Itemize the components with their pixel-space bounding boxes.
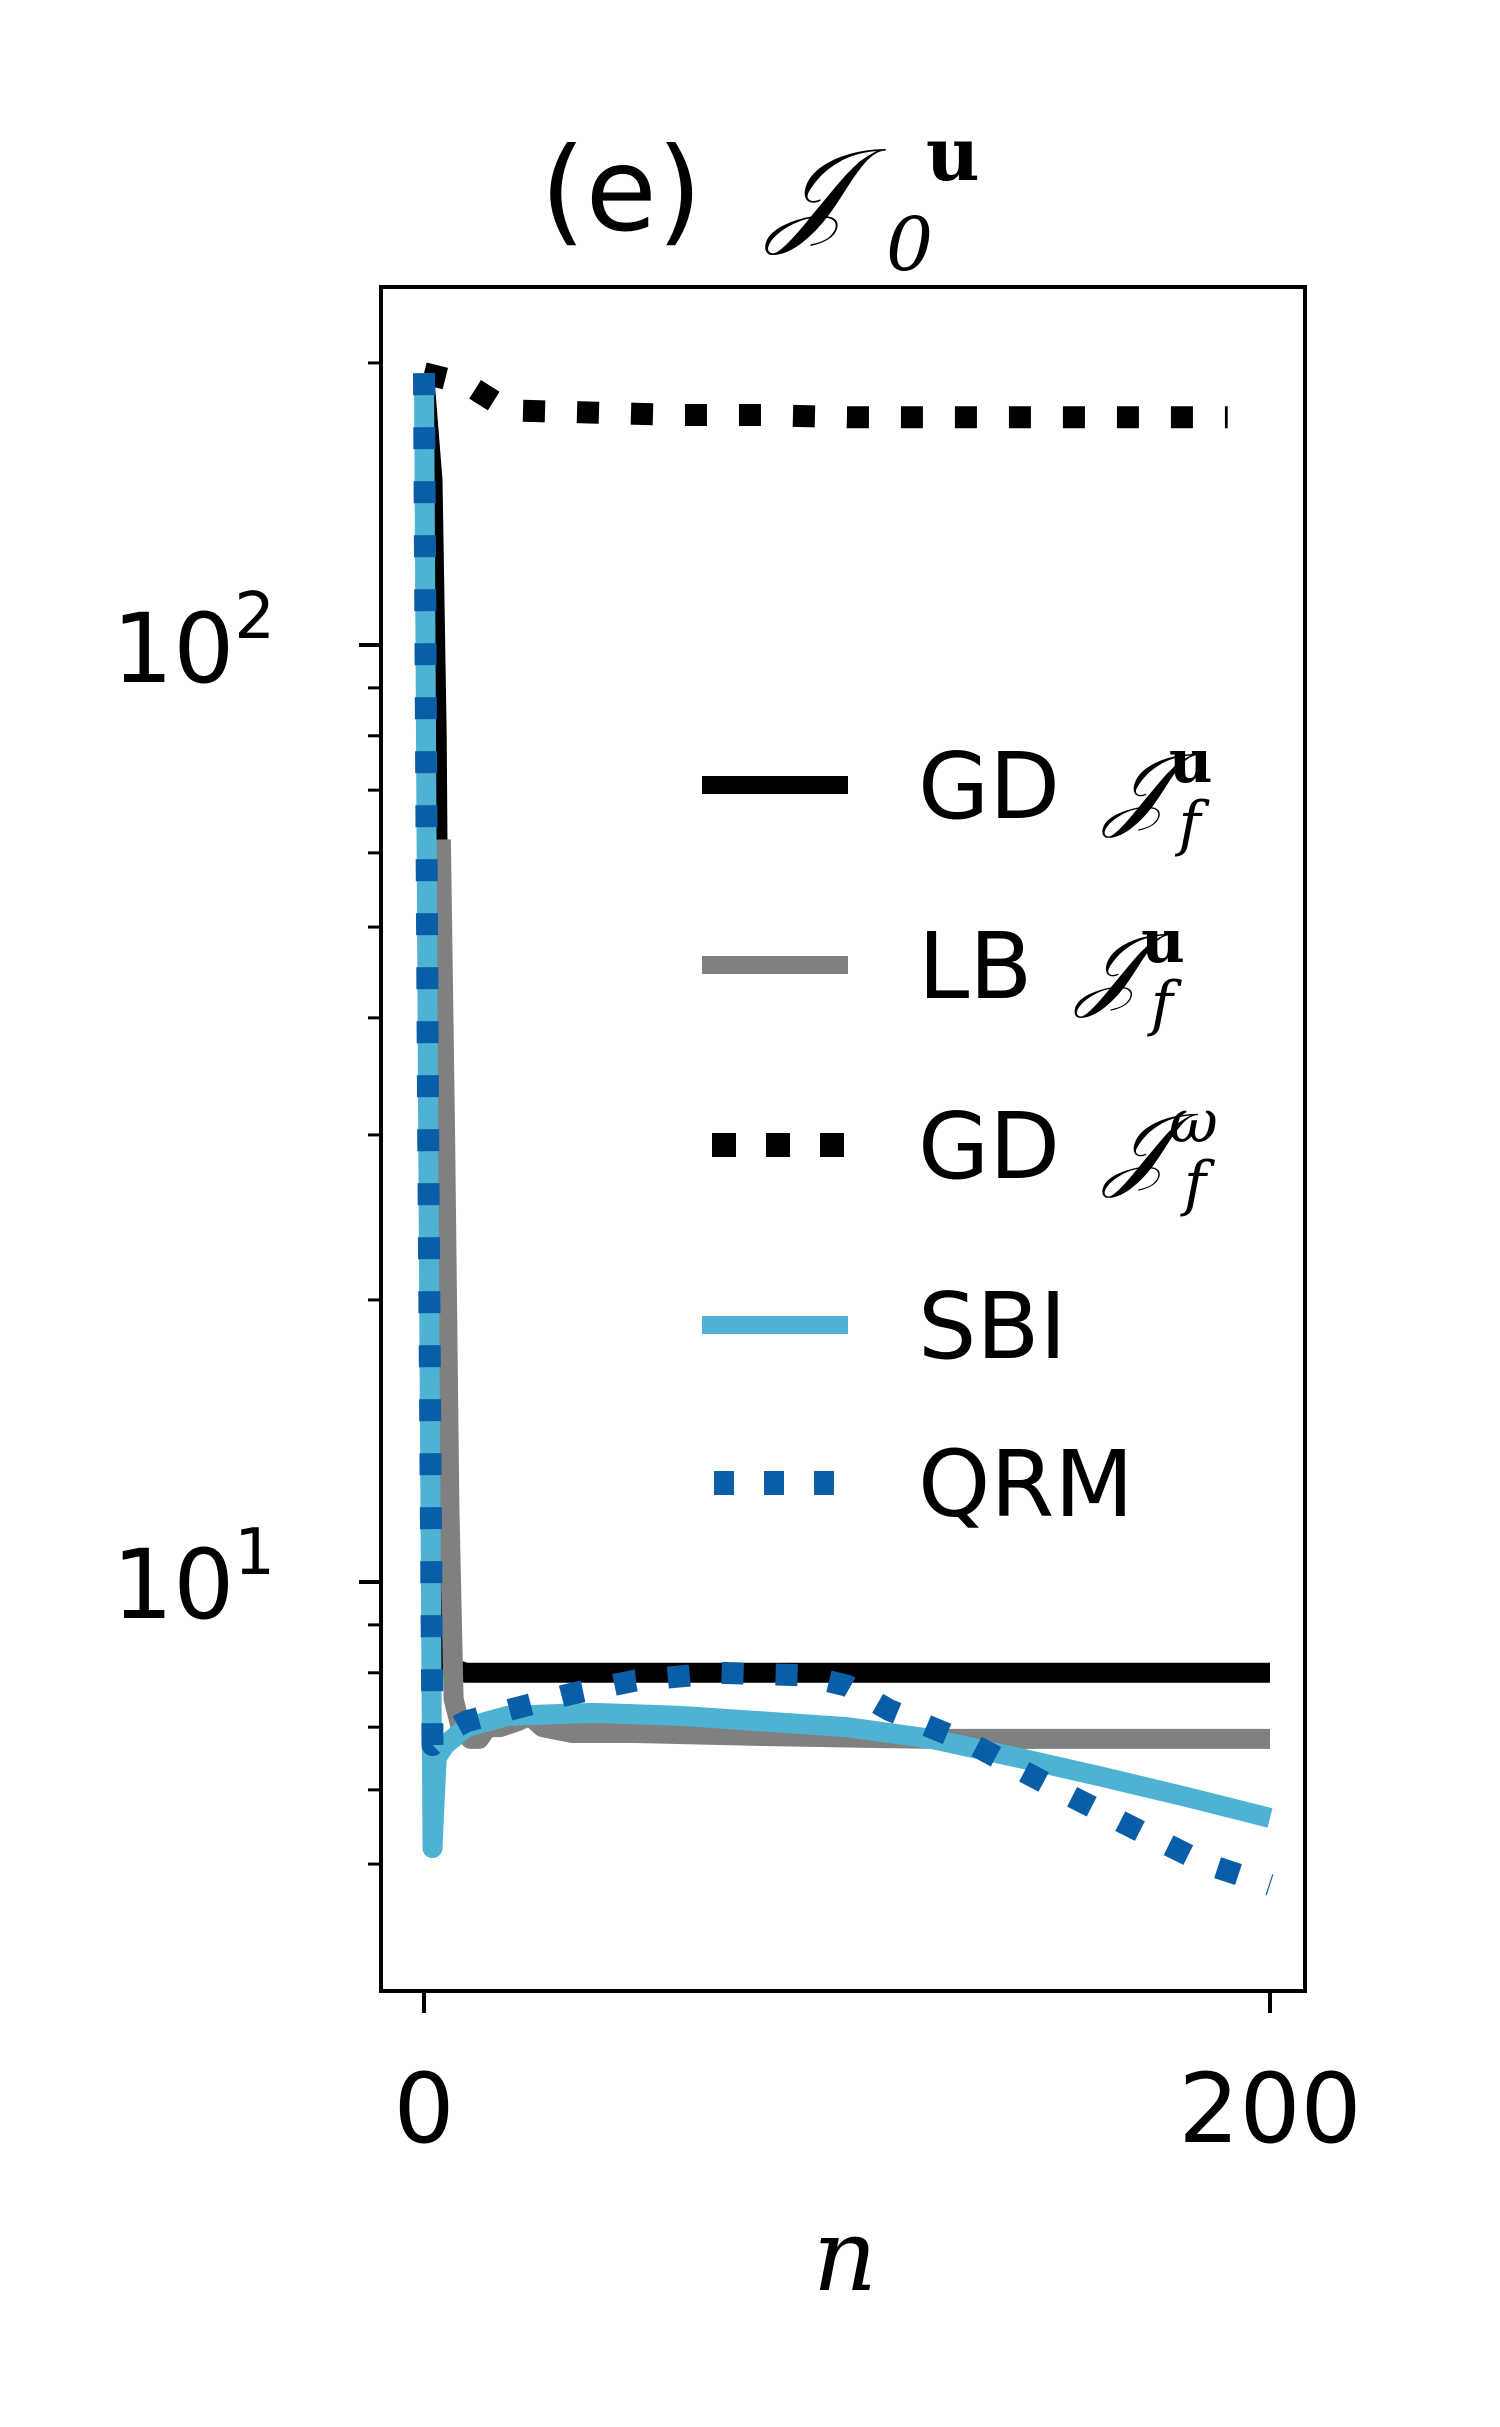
legend: GD 𝒥u f LB 𝒥u f GD 𝒥ω f SBI QRM [702,727,1218,1538]
y-tick-label-10: 101 [112,1516,275,1641]
series-line-qrm-4 [413,373,1274,1896]
y-major-ticks [359,643,381,1584]
legend-label-gd-omega: GD 𝒥ω f [918,1087,1218,1219]
legend-label-qrm: QRM [918,1431,1134,1538]
series-layer [413,362,1274,1896]
x-tick-label-200: 200 [1178,2053,1361,2165]
x-tick-label-0: 0 [393,2053,454,2165]
series-line-gd-f-2 [421,362,1228,429]
chart-title-prefix: (e) [540,123,702,258]
legend-label-gd-u: GD 𝒥u f [918,727,1213,859]
y-minor-ticks [368,361,381,1866]
x-axis-label: n [813,2197,877,2314]
chart-title-sub: 0 [886,202,933,288]
legend-label-lb-u: LB 𝒥u f [918,907,1185,1039]
series-line-sbi-3 [414,373,1273,1859]
chart-title-symbol: 𝒥 [764,123,886,258]
plot-frame [379,285,1307,1993]
legend-label-sbi: SBI [918,1273,1067,1380]
series-line-gd-f-u-0 [414,372,1270,1683]
x-ticks [422,1991,1272,2013]
chart-title-sup: u [926,112,980,198]
chart-title: (e) 𝒥 0 u [540,112,979,298]
y-tick-label-100: 102 [112,580,275,705]
